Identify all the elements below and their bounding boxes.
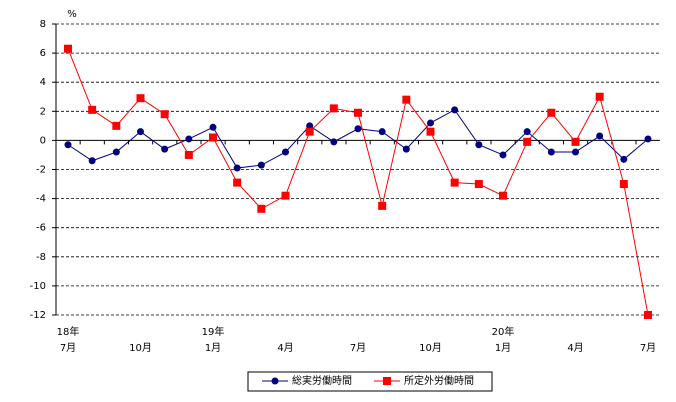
point <box>257 161 265 169</box>
point <box>209 123 217 131</box>
x-tick-label: 4月 <box>567 342 583 354</box>
point <box>305 127 314 136</box>
point <box>595 92 604 101</box>
y-tick-label: -6 <box>36 223 46 234</box>
series-line <box>67 48 649 316</box>
point <box>499 191 507 200</box>
point <box>281 191 290 200</box>
point <box>644 311 652 319</box>
point <box>233 178 242 187</box>
point <box>137 128 144 136</box>
point <box>329 104 338 113</box>
x-tick-label: 4月 <box>277 342 293 354</box>
point <box>257 204 266 213</box>
point <box>378 201 387 210</box>
y-tick-label: -2 <box>36 165 46 176</box>
point <box>184 150 193 159</box>
point <box>209 133 217 142</box>
point <box>571 137 580 146</box>
point <box>233 164 241 172</box>
point <box>282 148 289 156</box>
legend <box>247 371 493 392</box>
x-tick-label: 7月 <box>60 342 76 354</box>
legend-label: 所定外労働時間 <box>404 374 474 387</box>
legend-marker <box>383 377 391 385</box>
point <box>547 148 555 156</box>
point <box>619 180 628 189</box>
point <box>88 157 96 165</box>
point <box>330 138 338 146</box>
x-year-label: 20年 <box>492 325 515 338</box>
legend-marker <box>271 377 279 385</box>
point <box>185 135 193 143</box>
point <box>451 106 459 114</box>
point <box>523 137 532 146</box>
point <box>499 151 507 159</box>
point <box>64 141 72 149</box>
point <box>596 132 604 140</box>
point <box>64 44 72 53</box>
y-tick-label: -12 <box>30 310 46 321</box>
point <box>354 108 362 117</box>
point <box>474 180 483 189</box>
y-tick-label: 4 <box>40 77 46 88</box>
point <box>88 105 97 114</box>
point <box>572 148 579 156</box>
unit-label: % <box>67 9 77 20</box>
point <box>450 178 459 187</box>
point <box>426 127 435 136</box>
x-tick-label: 1月 <box>495 342 511 354</box>
x-tick-label: 7月 <box>350 342 366 354</box>
point <box>620 155 628 163</box>
point <box>378 128 386 136</box>
point <box>161 145 169 153</box>
point <box>112 121 121 130</box>
point <box>547 108 556 117</box>
point <box>523 128 531 136</box>
point <box>644 135 652 143</box>
x-tick-label: 10月 <box>419 342 442 354</box>
x-tick-label: 10月 <box>129 342 152 354</box>
x-year-label: 19年 <box>202 325 225 338</box>
point <box>402 145 410 153</box>
y-tick-label: -4 <box>36 194 46 205</box>
y-tick-label: 6 <box>40 48 46 59</box>
point <box>160 110 169 119</box>
y-tick-label: -10 <box>30 281 46 292</box>
point <box>112 148 120 156</box>
y-tick-label: 0 <box>40 135 46 146</box>
point <box>306 122 314 130</box>
y-tick-label: -8 <box>36 252 46 263</box>
point <box>427 119 434 127</box>
y-tick-label: 8 <box>40 19 46 30</box>
x-year-label: 18年 <box>57 325 80 338</box>
series-line <box>67 109 649 169</box>
point <box>475 141 483 149</box>
point <box>402 95 411 104</box>
legend-label: 総実労働時間 <box>292 374 352 387</box>
x-tick-label: 1月 <box>205 342 221 354</box>
point <box>354 125 362 133</box>
point <box>136 94 145 103</box>
x-tick-label: 7月 <box>640 342 656 354</box>
y-tick-label: 2 <box>40 106 46 117</box>
